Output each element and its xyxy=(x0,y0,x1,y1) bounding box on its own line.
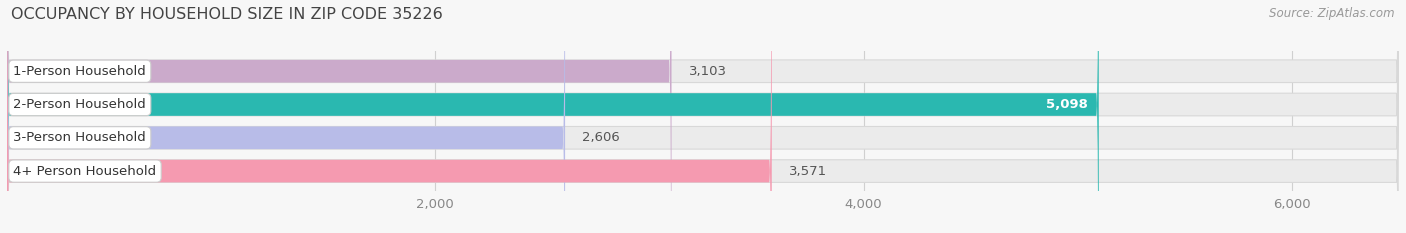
Text: 2-Person Household: 2-Person Household xyxy=(14,98,146,111)
Text: 1-Person Household: 1-Person Household xyxy=(14,65,146,78)
Text: 3-Person Household: 3-Person Household xyxy=(14,131,146,144)
Text: 4+ Person Household: 4+ Person Household xyxy=(14,164,156,178)
Text: OCCUPANCY BY HOUSEHOLD SIZE IN ZIP CODE 35226: OCCUPANCY BY HOUSEHOLD SIZE IN ZIP CODE … xyxy=(11,7,443,22)
Text: 3,103: 3,103 xyxy=(689,65,727,78)
FancyBboxPatch shape xyxy=(7,0,1399,233)
FancyBboxPatch shape xyxy=(7,0,1399,233)
FancyBboxPatch shape xyxy=(7,0,565,233)
Text: 2,606: 2,606 xyxy=(582,131,620,144)
FancyBboxPatch shape xyxy=(7,0,1399,233)
FancyBboxPatch shape xyxy=(7,0,1399,233)
FancyBboxPatch shape xyxy=(7,0,1098,233)
Text: 5,098: 5,098 xyxy=(1046,98,1088,111)
Text: 3,571: 3,571 xyxy=(789,164,827,178)
FancyBboxPatch shape xyxy=(7,0,672,233)
Text: Source: ZipAtlas.com: Source: ZipAtlas.com xyxy=(1270,7,1395,20)
FancyBboxPatch shape xyxy=(7,0,772,233)
